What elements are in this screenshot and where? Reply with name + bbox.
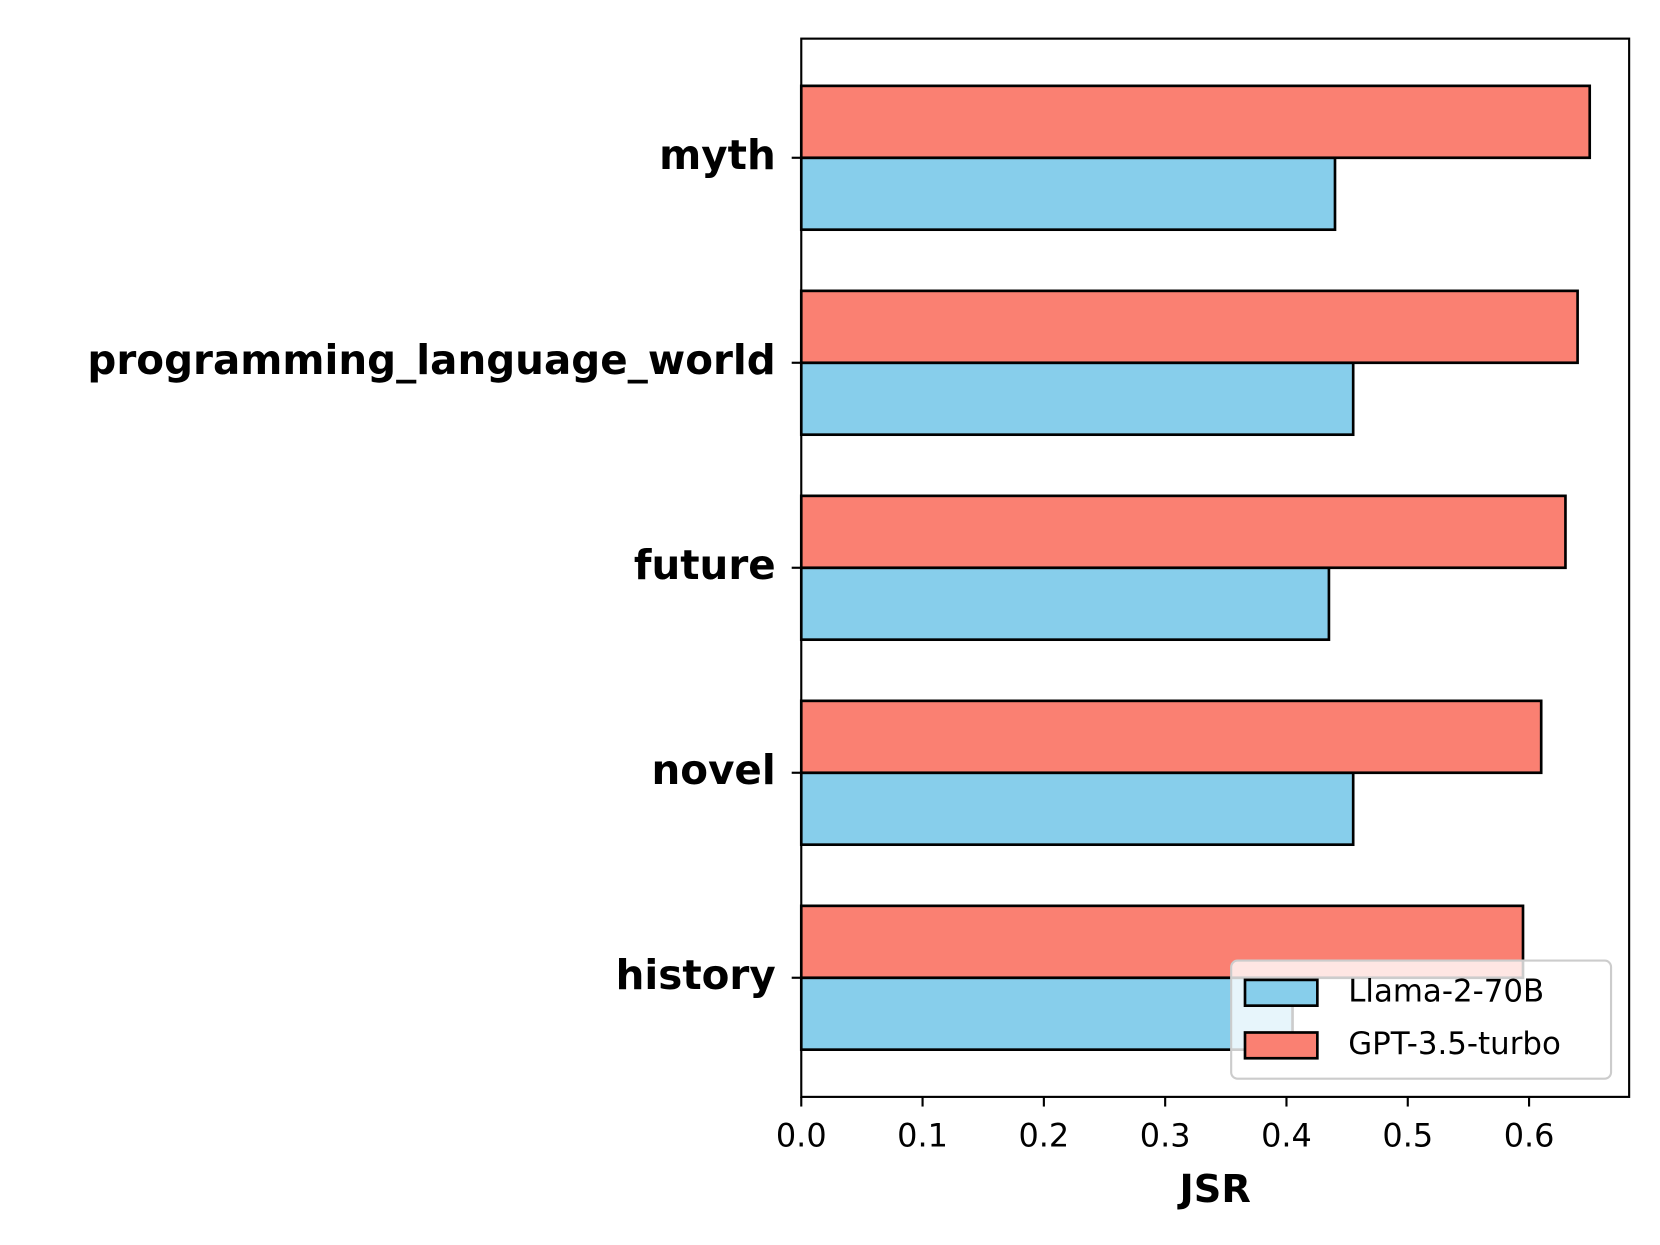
- bar: [799, 699, 1543, 775]
- y-tick-label: novel: [652, 746, 776, 794]
- x-tick-label: 0.1: [897, 1117, 948, 1155]
- bar: [799, 361, 1355, 437]
- plot-frame: [800, 37, 1631, 1098]
- bar: [799, 494, 1567, 570]
- x-tick-label: 0.0: [776, 1117, 827, 1155]
- bar: [799, 976, 1294, 1052]
- bar: [799, 84, 1592, 160]
- y-tick-label: future: [634, 541, 776, 589]
- x-tick-label: 0.3: [1140, 1117, 1191, 1155]
- x-tick-label: 0.5: [1382, 1117, 1433, 1155]
- legend-label: GPT-3.5-turbo: [1348, 1026, 1561, 1062]
- x-tick-label: 0.2: [1018, 1117, 1069, 1155]
- y-tick-label: programming_language_world: [87, 336, 775, 384]
- y-tick-label: history: [616, 951, 776, 999]
- bar: [799, 771, 1355, 847]
- legend-swatch: [1243, 978, 1319, 1008]
- x-axis-label: JSR: [1177, 1167, 1251, 1212]
- x-tick-label: 0.6: [1504, 1117, 1555, 1155]
- bar: [799, 289, 1579, 365]
- legend-box: [1230, 959, 1613, 1080]
- legend-swatch: [1243, 1031, 1319, 1060]
- legend-label: Llama-2-70B: [1348, 973, 1544, 1009]
- bar: [799, 566, 1331, 642]
- y-tick-label: myth: [659, 131, 776, 179]
- x-tick-label: 0.4: [1261, 1117, 1312, 1155]
- bar: [799, 156, 1337, 232]
